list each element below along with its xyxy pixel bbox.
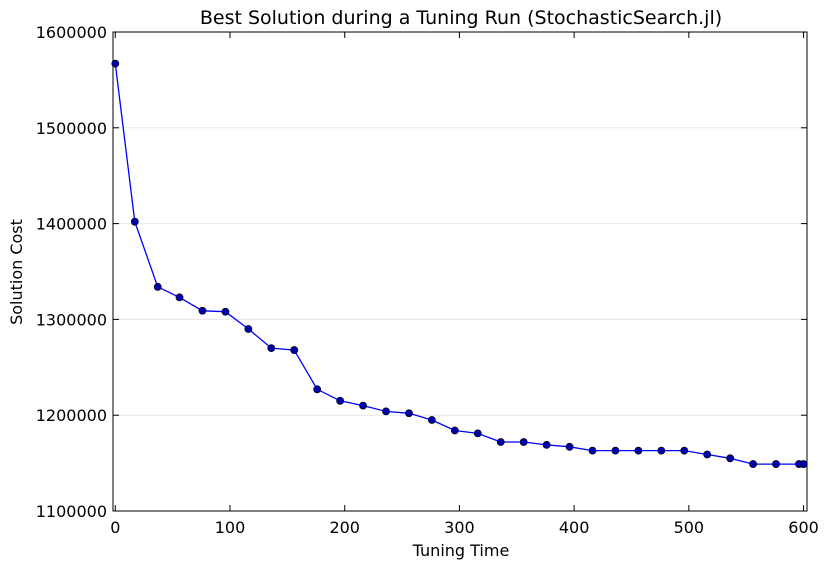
axis-ticks: 1100000 1200000 1300000 1400000 1500000 16000… [36, 23, 819, 537]
data-point [153, 282, 162, 291]
chart-title: Best Solution during a Tuning Run (Stoch… [200, 7, 722, 29]
y-tick-label: 1200000 [36, 406, 107, 425]
data-point [588, 446, 597, 455]
data-point [611, 446, 620, 455]
data-point [382, 407, 390, 416]
data-point [290, 346, 299, 354]
y-tick-label: 1600000 [36, 23, 107, 42]
x-tick-label: 500 [674, 518, 705, 537]
x-tick-label: 100 [215, 518, 246, 537]
data-point [726, 454, 735, 463]
x-tick-label: 400 [559, 518, 590, 537]
data-point [703, 450, 712, 459]
data-point [427, 416, 436, 424]
data-point [772, 460, 780, 468]
plot-frame [112, 31, 808, 512]
data-points [111, 59, 808, 468]
y-axis-label: Solution Cost [7, 219, 26, 325]
series-line [114, 63, 804, 465]
x-tick-label: 300 [444, 518, 475, 537]
y-tick-label: 1500000 [36, 119, 107, 138]
data-point [198, 306, 207, 315]
data-point [680, 446, 689, 455]
grid-lines [113, 127, 807, 416]
data-point [359, 401, 367, 410]
x-tick-label: 0 [110, 518, 120, 537]
y-tick-label: 1100000 [36, 502, 107, 521]
data-point [542, 440, 551, 449]
data-point [244, 325, 253, 333]
data-point [473, 429, 482, 438]
data-point [130, 217, 139, 226]
data-point [267, 344, 276, 353]
data-point [519, 438, 528, 446]
x-tick-label: 600 [788, 518, 819, 537]
x-tick-label: 200 [329, 518, 360, 537]
data-point [111, 59, 120, 68]
data-point [634, 446, 643, 455]
y-tick-label: 1300000 [36, 310, 107, 329]
data-point [175, 293, 184, 302]
data-point [496, 438, 505, 446]
data-point [313, 385, 322, 394]
data-point [749, 460, 757, 468]
data-point [405, 409, 413, 418]
data-point [336, 396, 345, 405]
data-point [221, 307, 230, 316]
data-point [799, 460, 808, 468]
y-tick-label: 1400000 [36, 215, 107, 234]
data-point [657, 446, 666, 455]
data-point [565, 442, 574, 451]
data-point [450, 426, 459, 435]
x-axis-label: Tuning Time [412, 541, 510, 560]
